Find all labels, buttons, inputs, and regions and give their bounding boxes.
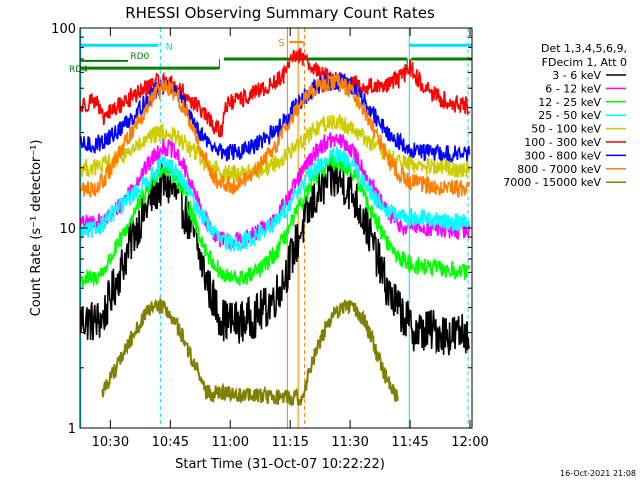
- legend-label-3: 12 - 25 keV: [538, 96, 601, 109]
- series-line-5: [79, 113, 471, 183]
- night-label: N: [166, 42, 173, 53]
- x-tick-label-5: 11:45: [391, 435, 428, 450]
- legend-label-9: 7000 - 15000 keV: [503, 176, 601, 189]
- x-tick-label-4: 11:30: [331, 435, 368, 450]
- legend-label-6: 100 - 300 keV: [524, 136, 601, 149]
- legend-label-7: 300 - 800 keV: [524, 149, 601, 162]
- series-line-9: [101, 296, 399, 406]
- legend-header-0: Det 1,3,4,5,6,9,: [541, 42, 627, 55]
- chart-title: RHESSI Observing Summary Count Rates: [125, 4, 435, 22]
- y-tick-label-0: 1: [68, 422, 76, 437]
- x-tick-label-6: 12:00: [451, 435, 488, 450]
- rd0-label: RD0: [130, 52, 149, 62]
- x-tick-label-2: 11:00: [212, 435, 249, 450]
- series-line-4: [79, 145, 471, 252]
- legend-header-1: FDecim 1, Att 0: [542, 56, 627, 69]
- x-tick-label-3: 11:15: [271, 435, 308, 450]
- series-line-1: [79, 157, 471, 356]
- axes-layer: 10:30 10:45 11:00 11:15 11:30 11:45 12:00 1 10 10…: [51, 22, 489, 450]
- series-line-8: [79, 72, 471, 199]
- x-tick-label-0: 10:30: [92, 435, 129, 450]
- legend-label-5: 50 - 100 keV: [531, 123, 601, 136]
- x-axis-label: Start Time (31-Oct-07 10:22:22): [175, 457, 385, 472]
- x-tick-label-1: 10:45: [152, 435, 189, 450]
- legend-label-2: 6 - 12 keV: [545, 82, 601, 95]
- legend-label-4: 25 - 50 keV: [538, 109, 601, 122]
- y-tick-label-1: 10: [59, 222, 76, 237]
- saa-label: S: [278, 38, 284, 49]
- legend: Det 1,3,4,5,6,9,FDecim 1, Att 03 - 6 keV…: [503, 42, 627, 189]
- footer-timestamp: 16-Oct-2021 21:08: [560, 469, 636, 478]
- series-line-6: [79, 47, 471, 138]
- rd4-label: RD4: [69, 65, 88, 75]
- series-line-3: [79, 152, 471, 288]
- legend-label-1: 3 - 6 keV: [552, 69, 601, 82]
- legend-label-8: 800 - 7000 keV: [517, 163, 601, 176]
- y-tick-label-2: 100: [51, 22, 76, 37]
- y-axis-label: Count Rate (s⁻¹ detector⁻¹): [29, 140, 44, 317]
- series-layer: [79, 47, 471, 406]
